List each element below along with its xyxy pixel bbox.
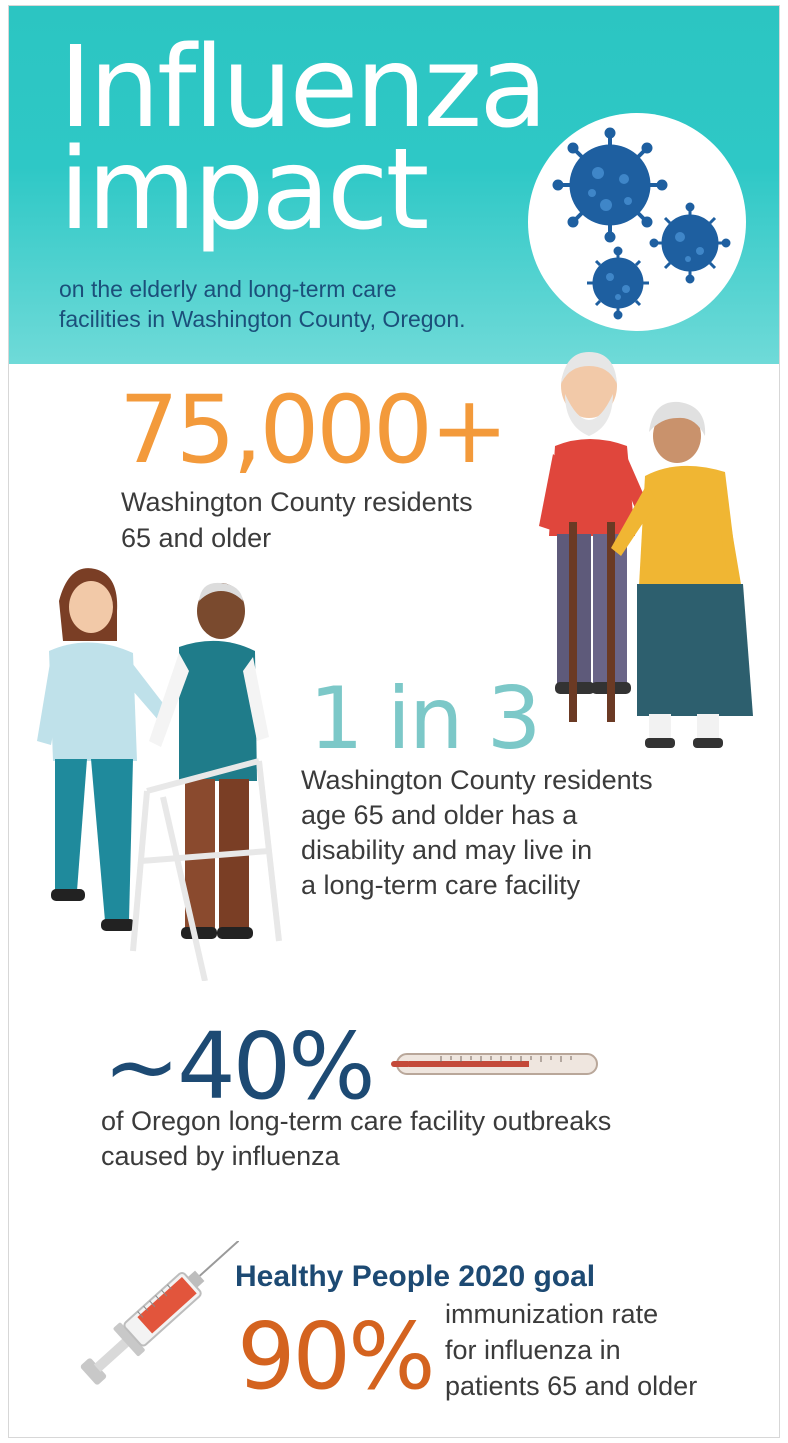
stat-desc-disability: Washington County residents age 65 and o…	[301, 763, 731, 903]
stat-desc-residents: Washington County residents 65 and older	[121, 484, 541, 556]
stat-desc-immunization: immunization rate for influenza in patie…	[445, 1296, 765, 1404]
stat-desc-line: a long-term care facility	[301, 870, 581, 900]
stat-desc-line: of Oregon long-term care facility outbre…	[101, 1106, 612, 1136]
subtitle-line-1: on the elderly and long-term care	[59, 276, 397, 302]
goal-title: Healthy People 2020 goal	[235, 1260, 596, 1293]
virus-icon	[552, 127, 731, 320]
stat-desc-line: 65 and older	[121, 523, 272, 553]
nurse-walker-illustration	[37, 568, 282, 981]
header-banner: Influenza impact on the elderly and long…	[9, 6, 779, 364]
stat-value-disability: 1 in 3	[309, 669, 542, 769]
subtitle: on the elderly and long-term care facili…	[59, 274, 579, 334]
stat-desc-outbreaks: of Oregon long-term care facility outbre…	[101, 1104, 721, 1174]
stat-desc-line: Washington County residents	[301, 765, 653, 795]
infographic: Influenza impact on the elderly and long…	[8, 5, 780, 1438]
subtitle-line-2: facilities in Washington County, Oregon.	[59, 306, 466, 332]
stat-desc-line: for influenza in	[445, 1335, 621, 1365]
title-line-2: impact	[59, 125, 429, 255]
virus-circle	[528, 113, 746, 331]
stat-value-outbreaks: ~40%	[103, 1013, 376, 1120]
syringe-icon	[80, 1241, 239, 1385]
stat-desc-line: Washington County residents	[121, 487, 473, 517]
elderly-couple-illustration	[539, 352, 753, 748]
stat-desc-line: disability and may live in	[301, 835, 593, 865]
thermometer-icon	[391, 1053, 598, 1075]
stat-desc-line: immunization rate	[445, 1299, 659, 1329]
stat-desc-line: age 65 and older has a	[301, 800, 578, 830]
stat-value-immunization: 90%	[237, 1303, 435, 1410]
stat-value-residents: 75,000+	[119, 376, 509, 485]
title-line-1: Influenza	[59, 23, 548, 153]
stat-desc-line: patients 65 and older	[445, 1371, 698, 1401]
stat-desc-line: caused by influenza	[101, 1141, 340, 1171]
